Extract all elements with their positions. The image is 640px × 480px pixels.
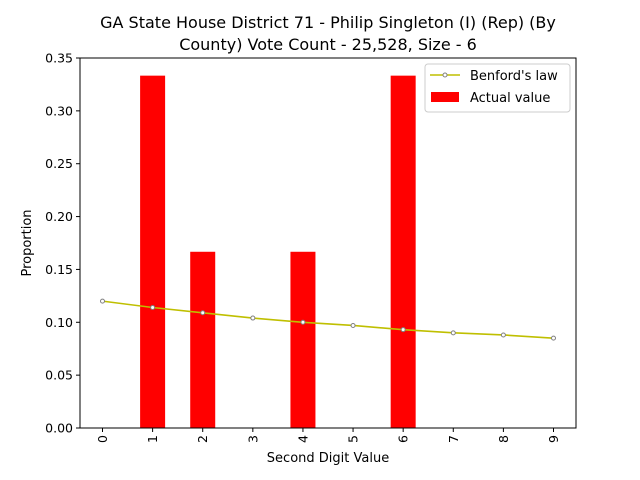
y-tick-label: 0.10 xyxy=(45,315,73,330)
bar-digit-2 xyxy=(190,251,216,428)
benford-point-1 xyxy=(150,304,156,310)
x-tick-label: 5 xyxy=(346,435,361,443)
benford-point-3 xyxy=(250,315,256,321)
y-tick-label: 0.05 xyxy=(45,368,73,383)
y-tick-label: 0.35 xyxy=(45,51,73,66)
chart-title-line-2: County) Vote Count - 25,528, Size - 6 xyxy=(179,35,477,54)
bar-digit-6 xyxy=(390,75,416,428)
benford-point-2 xyxy=(200,310,206,316)
x-tick-label: 3 xyxy=(245,435,260,443)
benford-point-5 xyxy=(350,322,356,328)
x-tick-label: 4 xyxy=(295,435,310,443)
chart-title: GA State House District 71 - Philip Sing… xyxy=(100,13,556,54)
y-tick-label: 0.25 xyxy=(45,156,73,171)
x-tick-label: 0 xyxy=(95,435,110,443)
benford-point-7 xyxy=(450,330,456,336)
legend-label-actual: Actual value xyxy=(470,91,550,106)
bar-digit-1 xyxy=(140,75,166,428)
legend-box xyxy=(424,63,571,113)
bar-digit-4 xyxy=(290,251,316,428)
y-tick-label: 0.20 xyxy=(45,209,73,224)
y-tick-label: 0.30 xyxy=(45,103,73,118)
benford-point-9 xyxy=(551,335,556,341)
x-axis: 0 1 2 3 4 5 6 7 8 9 xyxy=(95,428,561,443)
x-tick-label: 8 xyxy=(496,435,511,443)
y-axis-label: Proportion xyxy=(20,209,35,276)
legend-line-marker xyxy=(442,72,448,78)
x-tick-label: 7 xyxy=(446,435,461,443)
legend-label-benford: Benford's law xyxy=(470,69,558,84)
legend-bar-swatch xyxy=(431,92,459,102)
bar-series xyxy=(140,75,416,428)
legend: Benford's law Actual value xyxy=(424,63,571,113)
benford-point-6 xyxy=(400,327,406,333)
plot-frame xyxy=(79,57,577,429)
chart-title-line-1: GA State House District 71 - Philip Sing… xyxy=(100,13,556,32)
benford-line xyxy=(102,300,554,339)
x-axis-label: Second Digit Value xyxy=(267,451,389,466)
y-tick-label: 0.15 xyxy=(45,262,73,277)
benford-point-8 xyxy=(500,332,506,338)
benford-point-0 xyxy=(100,298,105,304)
x-tick-label: 9 xyxy=(546,435,561,443)
y-axis: 0.00 0.05 0.10 0.15 0.20 0.25 0.30 0.35 xyxy=(45,51,80,436)
benford-point-4 xyxy=(300,319,306,325)
x-tick-label: 1 xyxy=(145,435,160,443)
x-tick-label: 2 xyxy=(195,435,210,443)
y-tick-label: 0.00 xyxy=(45,421,73,436)
x-tick-label: 6 xyxy=(396,435,411,443)
benford-line-series xyxy=(100,298,556,341)
